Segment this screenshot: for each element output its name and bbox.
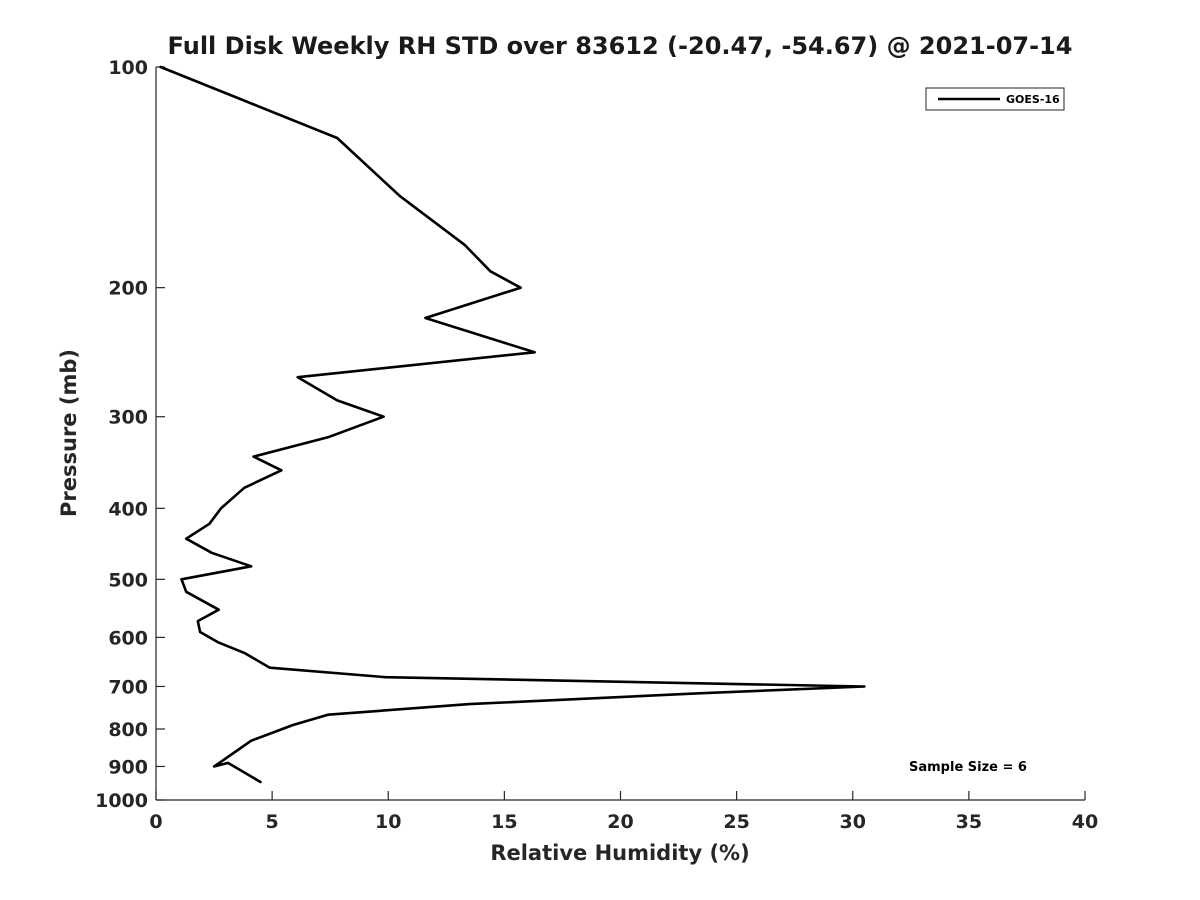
sample-size-annotation: Sample Size = 6 xyxy=(909,760,1027,775)
x-tick-label-40: 40 xyxy=(1072,811,1098,833)
y-tick-label-400: 400 xyxy=(108,498,148,520)
x-tick-label-15: 15 xyxy=(491,811,517,833)
x-tick-label-25: 25 xyxy=(723,811,749,833)
y-tick-label-200: 200 xyxy=(108,278,148,300)
legend: GOES-16 xyxy=(925,87,1065,111)
plot-area: 0 5 10 15 20 25 30 35 40 100 200 300 400 500 600 700 800… xyxy=(95,57,1098,833)
chart-title: Full Disk Weekly RH STD over 83612 (-20.… xyxy=(168,32,1073,60)
y-tick-label-100: 100 xyxy=(108,57,148,79)
x-tick-label-35: 35 xyxy=(956,811,982,833)
series-line-goes-16 xyxy=(159,65,866,784)
x-tick-label-5: 5 xyxy=(266,811,279,833)
x-axis-label: Relative Humidity (%) xyxy=(490,841,749,865)
y-tick-label-600: 600 xyxy=(108,627,148,649)
x-tick-label-20: 20 xyxy=(607,811,633,833)
y-tick-label-300: 300 xyxy=(108,407,148,429)
y-tick-label-800: 800 xyxy=(108,719,148,741)
x-tick-label-0: 0 xyxy=(149,811,162,833)
x-tick-label-30: 30 xyxy=(840,811,866,833)
y-axis-label: Pressure (mb) xyxy=(57,349,81,517)
x-tick-label-10: 10 xyxy=(375,811,401,833)
y-tick-label-1000: 1000 xyxy=(95,790,148,812)
y-tick-label-500: 500 xyxy=(108,569,148,591)
y-tick-label-900: 900 xyxy=(108,756,148,778)
y-tick-label-700: 700 xyxy=(108,676,148,698)
legend-label-goes-16: GOES-16 xyxy=(1006,93,1060,106)
